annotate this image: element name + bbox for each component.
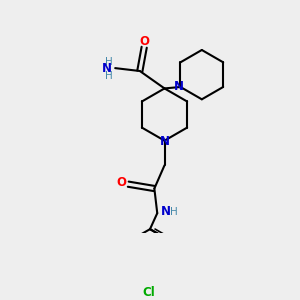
Text: Cl: Cl [142,286,155,299]
Text: N: N [174,80,184,94]
Text: O: O [139,35,149,48]
Text: N: N [160,205,170,218]
Text: H: H [170,207,178,217]
Text: N: N [160,135,170,148]
Text: H: H [105,57,113,67]
Text: H: H [105,71,113,81]
Text: O: O [117,176,127,189]
Text: N: N [101,62,112,76]
